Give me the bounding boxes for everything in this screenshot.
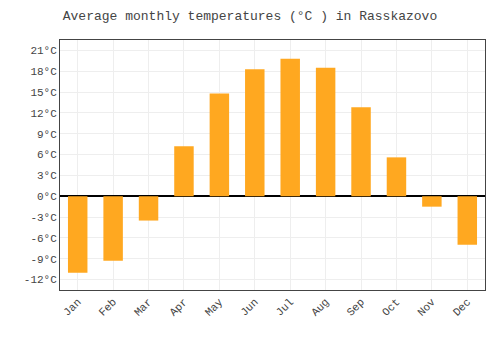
svg-text:Feb: Feb	[97, 296, 119, 318]
svg-text:18°C: 18°C	[30, 66, 57, 78]
svg-text:Jun: Jun	[238, 296, 260, 318]
svg-text:-6°C: -6°C	[30, 233, 57, 245]
svg-text:12°C: 12°C	[30, 108, 57, 120]
svg-text:-3°C: -3°C	[30, 212, 57, 224]
svg-text:Aug: Aug	[309, 296, 331, 318]
svg-text:15°C: 15°C	[30, 87, 57, 99]
svg-text:Mar: Mar	[132, 296, 154, 318]
svg-text:Dec: Dec	[451, 296, 473, 318]
svg-text:Nov: Nov	[415, 296, 438, 319]
svg-text:-9°C: -9°C	[30, 254, 57, 266]
svg-text:Jul: Jul	[274, 296, 296, 318]
svg-text:9°C: 9°C	[37, 129, 57, 141]
svg-text:-12°C: -12°C	[24, 274, 57, 286]
svg-text:0°C: 0°C	[37, 191, 57, 203]
svg-text:Jan: Jan	[61, 296, 83, 318]
svg-text:3°C: 3°C	[37, 170, 57, 182]
svg-text:Average monthly temperatures (: Average monthly temperatures (°C ) in Ra…	[63, 9, 437, 24]
svg-text:Oct: Oct	[380, 296, 402, 318]
svg-text:Sep: Sep	[345, 296, 367, 318]
svg-text:May: May	[203, 296, 226, 319]
svg-text:Apr: Apr	[167, 296, 189, 318]
svg-text:21°C: 21°C	[30, 45, 57, 57]
svg-text:6°C: 6°C	[37, 149, 57, 161]
